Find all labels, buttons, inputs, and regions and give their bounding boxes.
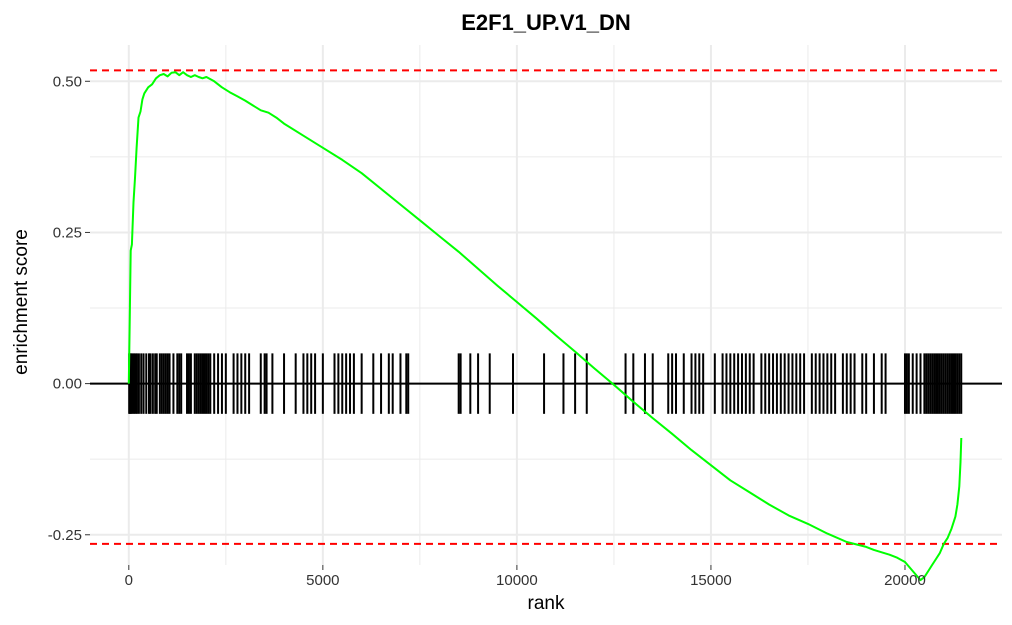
- curve-layer: [127, 71, 963, 582]
- grid-layer: [90, 45, 1002, 565]
- chart-title: E2F1_UP.V1_DN: [461, 10, 631, 35]
- reference-lines: [90, 69, 1002, 545]
- x-tick-label: 20000: [884, 572, 926, 589]
- x-tick-label: 5000: [306, 572, 339, 589]
- y-tick-label: 0.00: [53, 376, 82, 393]
- hit-ticks: [128, 353, 963, 414]
- x-tick-label: 10000: [496, 572, 538, 589]
- axis-layer: 0 5000 10000 15000 20000 -0.25 0.00 0.25 0.50: [48, 73, 926, 589]
- y-tick-label: 0.25: [53, 224, 82, 241]
- y-axis-label: enrichment score: [11, 229, 32, 375]
- y-tick-label: 0.50: [53, 73, 82, 90]
- x-tick-label: 15000: [690, 572, 732, 589]
- y-tick-label: -0.25: [48, 527, 82, 544]
- x-tick-label: 0: [125, 572, 133, 589]
- x-axis-label: rank: [528, 593, 565, 614]
- enrichment-curve: [127, 71, 963, 582]
